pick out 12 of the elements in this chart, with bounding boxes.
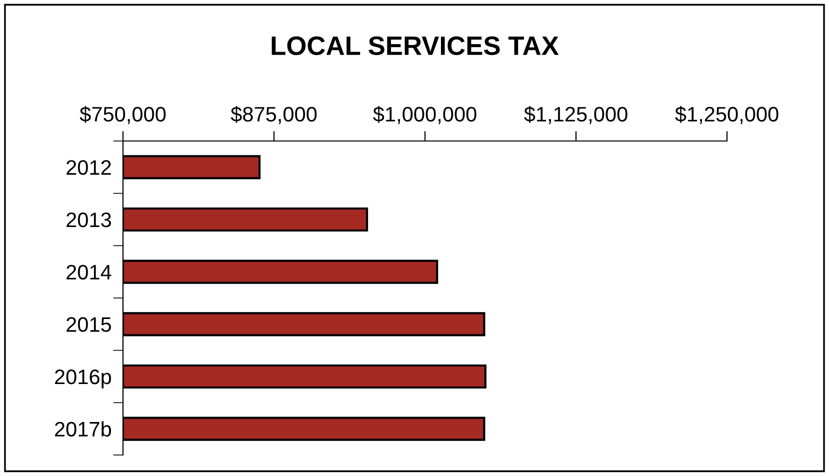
y-tick-label: 2016p [55, 370, 112, 388]
x-tick-label: $1,250,000 [675, 106, 778, 124]
y-tick-label: 2014 [66, 264, 112, 280]
chart-title: LOCAL SERVICES TAX [272, 36, 559, 56]
x-tick-label: $1,125,000 [524, 106, 628, 124]
x-tick-label: $1,000,000 [373, 106, 476, 124]
y-tick-label: 2017b [55, 421, 112, 437]
y-tick-label: 2012 [66, 160, 111, 175]
y-tick-label: 2013 [66, 212, 111, 228]
x-tick-label: $750,000 [80, 106, 166, 124]
x-tick-label: $875,000 [230, 106, 317, 124]
y-tick-label: 2015 [66, 317, 112, 332]
